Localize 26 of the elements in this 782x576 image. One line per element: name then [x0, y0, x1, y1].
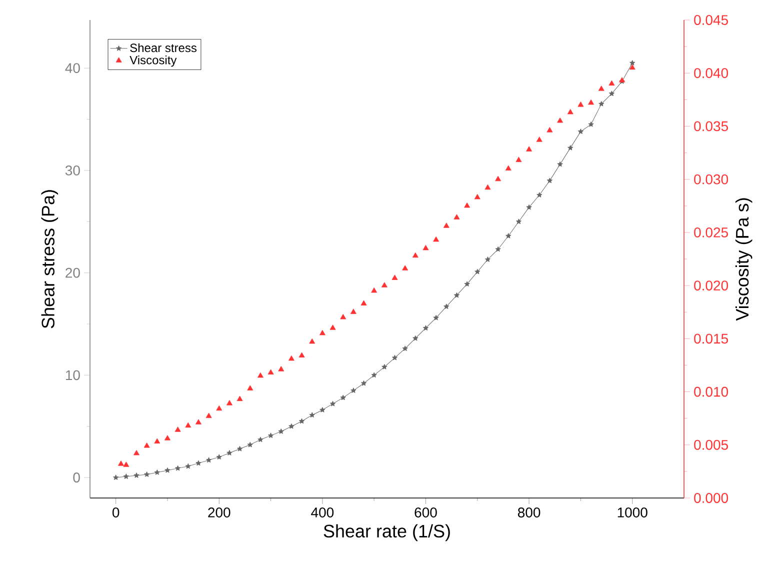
- y-tick-label: 10: [66, 370, 80, 380]
- y-tick-label: 40: [65, 63, 80, 74]
- y-axis-title: Shear stress (Pa): [41, 190, 58, 328]
- y2-tick-label: 0.005: [694, 440, 728, 450]
- y-tick-label: 20: [66, 268, 80, 278]
- x-tick-label: 1000: [618, 508, 648, 518]
- y2-tick-label: 0.010: [694, 386, 728, 397]
- y2-tick-label: 0.020: [694, 280, 728, 291]
- y2-tick-label: 0.040: [694, 68, 728, 78]
- y2-axis-title: Viscosity (Pa s): [735, 198, 752, 321]
- legend-label: Viscosity: [130, 56, 177, 67]
- legend-label: Shear stress: [130, 43, 197, 52]
- y-tick-label: 30: [65, 165, 80, 176]
- x-tick-label: 400: [311, 508, 334, 518]
- x-tick-label: 800: [518, 508, 540, 518]
- y2-tick-label: 0.015: [694, 334, 728, 344]
- y2-tick-label: 0.030: [694, 174, 728, 184]
- x-tick-label: 600: [414, 508, 437, 518]
- y2-tick-label: 0.045: [694, 15, 728, 25]
- y2-tick-label: 0.000: [694, 493, 728, 503]
- x-tick-label: 0: [112, 508, 120, 518]
- x-tick-label: 200: [208, 508, 230, 518]
- x-axis-title: Shear rate (1/S): [324, 524, 450, 542]
- y2-tick-label: 0.025: [694, 227, 728, 238]
- y-tick-label: 0: [73, 472, 80, 482]
- y2-tick-label: 0.035: [694, 121, 728, 132]
